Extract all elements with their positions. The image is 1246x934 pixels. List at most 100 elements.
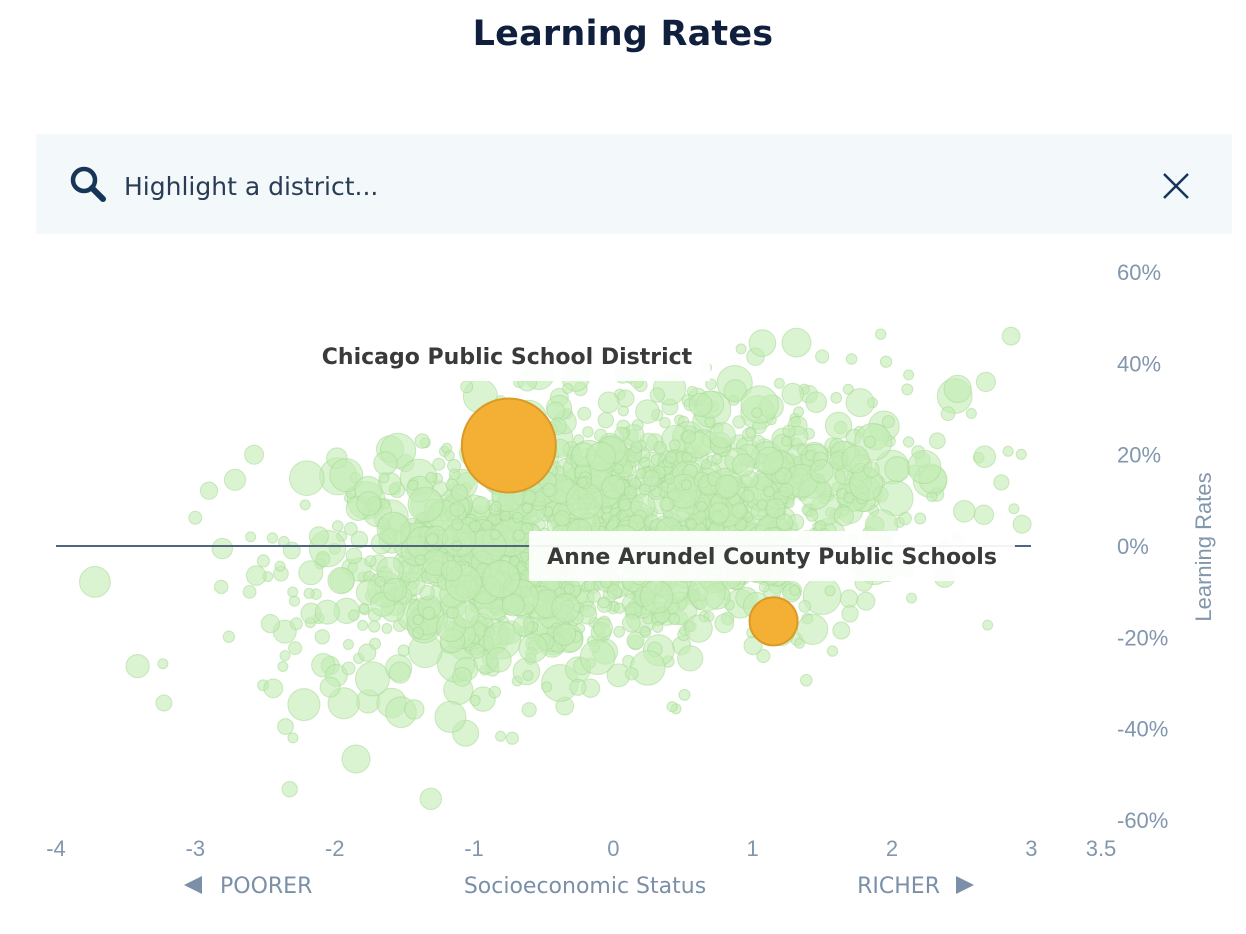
district-point[interactable] bbox=[482, 559, 521, 599]
district-point[interactable] bbox=[613, 625, 625, 638]
district-point[interactable] bbox=[740, 385, 779, 424]
district-point[interactable] bbox=[664, 473, 676, 485]
district-point[interactable] bbox=[805, 509, 819, 522]
district-point[interactable] bbox=[796, 444, 808, 456]
district-point[interactable] bbox=[388, 661, 412, 684]
district-point[interactable] bbox=[414, 554, 427, 566]
district-point[interactable] bbox=[756, 648, 771, 664]
district-point[interactable] bbox=[677, 645, 704, 672]
district-point[interactable] bbox=[709, 422, 736, 449]
district-point[interactable] bbox=[714, 613, 735, 634]
district-point[interactable] bbox=[765, 498, 786, 519]
district-point[interactable] bbox=[982, 619, 994, 631]
district-point[interactable] bbox=[731, 502, 748, 519]
district-point[interactable] bbox=[488, 685, 502, 699]
district-point[interactable] bbox=[521, 502, 533, 514]
district-point[interactable] bbox=[583, 579, 596, 592]
district-point[interactable] bbox=[856, 591, 876, 611]
district-point[interactable] bbox=[422, 606, 436, 620]
district-point[interactable] bbox=[373, 451, 398, 476]
district-point[interactable] bbox=[681, 429, 696, 444]
district-point[interactable] bbox=[489, 529, 501, 540]
district-point[interactable] bbox=[755, 446, 784, 475]
district-point[interactable] bbox=[256, 554, 270, 568]
district-point[interactable] bbox=[993, 474, 1010, 491]
district-point[interactable] bbox=[505, 731, 519, 745]
district-point[interactable] bbox=[460, 380, 474, 394]
district-point[interactable] bbox=[522, 670, 534, 681]
district-point[interactable] bbox=[563, 583, 575, 595]
district-point[interactable] bbox=[299, 499, 311, 511]
district-point[interactable] bbox=[863, 461, 880, 478]
district-point[interactable] bbox=[343, 522, 358, 536]
district-point[interactable] bbox=[546, 401, 566, 421]
district-point[interactable] bbox=[616, 389, 635, 408]
district-point[interactable] bbox=[440, 560, 463, 582]
close-icon[interactable] bbox=[1160, 170, 1192, 202]
district-point[interactable] bbox=[211, 537, 234, 560]
district-point[interactable] bbox=[732, 415, 746, 429]
district-point[interactable] bbox=[779, 482, 794, 498]
district-point[interactable] bbox=[287, 732, 299, 744]
district-point[interactable] bbox=[499, 510, 511, 522]
district-point[interactable] bbox=[404, 699, 425, 720]
district-point[interactable] bbox=[705, 378, 717, 390]
district-point[interactable] bbox=[520, 522, 533, 535]
district-point[interactable] bbox=[1012, 514, 1032, 534]
district-point[interactable] bbox=[481, 519, 493, 532]
district-point[interactable] bbox=[434, 700, 467, 733]
district-point[interactable] bbox=[490, 500, 502, 513]
district-point[interactable] bbox=[350, 530, 369, 549]
district-point[interactable] bbox=[928, 432, 946, 450]
district-point[interactable] bbox=[469, 520, 481, 533]
district-point[interactable] bbox=[278, 535, 290, 548]
district-point[interactable] bbox=[577, 406, 592, 421]
district-point[interactable] bbox=[469, 643, 485, 659]
search-input[interactable] bbox=[124, 166, 1024, 206]
district-point[interactable] bbox=[863, 435, 876, 449]
district-point[interactable] bbox=[680, 479, 692, 491]
district-point[interactable] bbox=[696, 501, 708, 513]
district-point[interactable] bbox=[800, 674, 813, 687]
highlighted-district-point[interactable] bbox=[748, 596, 799, 647]
district-point[interactable] bbox=[597, 391, 620, 414]
district-point[interactable] bbox=[341, 661, 356, 676]
district-point[interactable] bbox=[452, 666, 473, 687]
district-point[interactable] bbox=[782, 424, 796, 438]
district-point[interactable] bbox=[562, 383, 574, 394]
district-point[interactable] bbox=[832, 621, 851, 640]
district-point[interactable] bbox=[669, 439, 681, 451]
district-point[interactable] bbox=[199, 481, 219, 500]
district-point[interactable] bbox=[763, 485, 775, 498]
district-point[interactable] bbox=[681, 451, 693, 463]
district-point[interactable] bbox=[355, 661, 390, 697]
district-point[interactable] bbox=[756, 499, 768, 511]
district-point[interactable] bbox=[953, 500, 976, 523]
district-point[interactable] bbox=[745, 426, 757, 438]
district-point[interactable] bbox=[242, 585, 257, 599]
district-point[interactable] bbox=[748, 329, 777, 357]
district-point[interactable] bbox=[715, 474, 739, 499]
district-point[interactable] bbox=[279, 650, 291, 662]
district-point[interactable] bbox=[685, 518, 698, 530]
district-point[interactable] bbox=[419, 584, 435, 601]
district-point[interactable] bbox=[263, 678, 284, 699]
district-point[interactable] bbox=[518, 633, 548, 663]
district-point[interactable] bbox=[809, 459, 834, 484]
district-point[interactable] bbox=[345, 547, 363, 565]
highlighted-district-point[interactable] bbox=[460, 397, 557, 494]
district-point[interactable] bbox=[407, 486, 444, 523]
district-point[interactable] bbox=[303, 587, 315, 599]
district-point[interactable] bbox=[214, 579, 229, 595]
district-point[interactable] bbox=[624, 485, 638, 500]
district-point[interactable] bbox=[541, 681, 553, 693]
district-point[interactable] bbox=[843, 492, 855, 504]
district-point[interactable] bbox=[319, 676, 341, 698]
district-point[interactable] bbox=[298, 560, 324, 586]
district-point[interactable] bbox=[902, 436, 915, 448]
district-point[interactable] bbox=[579, 639, 616, 676]
district-point[interactable] bbox=[469, 694, 481, 707]
district-point[interactable] bbox=[512, 615, 535, 637]
district-point[interactable] bbox=[597, 596, 610, 609]
district-point[interactable] bbox=[374, 576, 386, 588]
